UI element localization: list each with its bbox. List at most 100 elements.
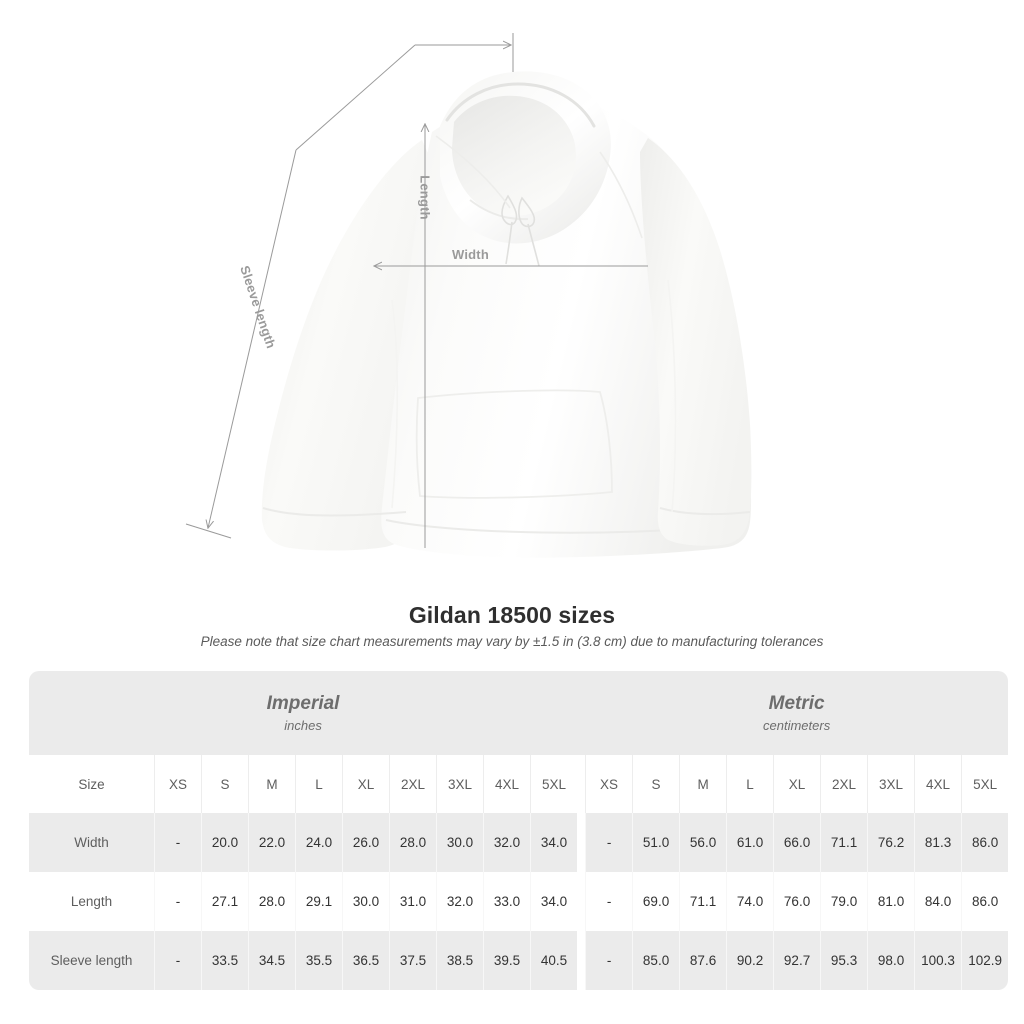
cell-imperial-m: 22.0	[248, 813, 295, 872]
table-row: Width -20.0 22.0 24.0 26.0 28.0 30.0 32.0 34.0-5…	[29, 813, 1009, 872]
cell-metric-s: 51.0	[632, 813, 680, 872]
cell-imperial-4xl: 33.0	[483, 872, 530, 931]
size-header-imperial-m: M	[248, 755, 295, 813]
size-header-metric-xl: XL	[773, 755, 821, 813]
unit-banner-gap	[577, 671, 586, 755]
cell-imperial-l: 29.1	[295, 872, 342, 931]
column-gap	[577, 755, 586, 813]
size-header-metric-xs: XS	[585, 755, 633, 813]
cell-imperial-3xl: 30.0	[436, 813, 483, 872]
cell-metric-l: 74.0	[726, 872, 774, 931]
cell-metric-l: 61.0	[726, 813, 774, 872]
cell-metric-m: 71.1	[679, 872, 727, 931]
sleeve-bottom-tick	[185, 523, 232, 539]
size-header-metric-l: L	[726, 755, 774, 813]
cell-metric-xl: 92.7	[773, 931, 821, 990]
unit-banner-row: Imperial inches Metric centimeters	[29, 671, 1009, 755]
hoodie-drawing	[185, 33, 752, 558]
tolerance-note: Please note that size chart measurements…	[200, 634, 824, 649]
column-gap	[577, 931, 586, 990]
size-header-metric-4xl: 4XL	[914, 755, 962, 813]
cell-imperial-l: 35.5	[295, 931, 342, 990]
cell-imperial-l: 24.0	[295, 813, 342, 872]
unit-group-metric: Metric centimeters	[585, 671, 1009, 755]
cell-metric-xs: -	[585, 931, 633, 990]
table-row: Sleeve length -33.5 34.5 35.5 36.5 37.5 38.5 39…	[29, 931, 1009, 990]
size-header-cell: Size	[29, 755, 154, 813]
cell-imperial-5xl: 40.5	[530, 931, 578, 990]
dimension-lines	[185, 33, 648, 548]
unit-sub-metric: centimeters	[763, 717, 831, 733]
page-title: Gildan 18500 sizes	[408, 602, 616, 628]
garment-illustration: Width Length Sleeve length	[185, 33, 752, 558]
cell-metric-m: 56.0	[679, 813, 727, 872]
cell-imperial-m: 34.5	[248, 931, 295, 990]
cell-imperial-4xl: 32.0	[483, 813, 530, 872]
column-gap	[577, 813, 586, 872]
cell-metric-5xl: 86.0	[961, 813, 1009, 872]
cell-imperial-s: 27.1	[201, 872, 248, 931]
size-header-metric-m: M	[679, 755, 727, 813]
cell-imperial-xs: -	[154, 813, 201, 872]
cell-metric-xl: 76.0	[773, 872, 821, 931]
row-label-length: Length	[29, 872, 154, 931]
size-header-metric-s: S	[632, 755, 680, 813]
cell-metric-5xl: 102.9	[961, 931, 1009, 990]
size-header-row: Size XS S M L XL 2XL 3XL 4XL 5XL XS S M L XL 2XL 3XL 4XL 5…	[29, 755, 1009, 813]
size-header-imperial-xl: XL	[342, 755, 389, 813]
cell-imperial-5xl: 34.0	[530, 872, 578, 931]
size-header-imperial-s: S	[201, 755, 248, 813]
cell-imperial-3xl: 32.0	[436, 872, 483, 931]
unit-name-metric: Metric	[768, 693, 825, 714]
size-chart-table: Imperial inches Metric centimeters Size XS S M L…	[29, 671, 1009, 990]
row-label-sleeve-length: Sleeve length	[29, 931, 154, 990]
cell-imperial-m: 28.0	[248, 872, 295, 931]
cell-imperial-s: 20.0	[201, 813, 248, 872]
unit-sub-imperial: inches	[284, 717, 322, 733]
cell-imperial-3xl: 38.5	[436, 931, 483, 990]
cell-metric-4xl: 84.0	[914, 872, 962, 931]
cell-metric-xl: 66.0	[773, 813, 821, 872]
cell-metric-4xl: 100.3	[914, 931, 962, 990]
size-header-imperial-2xl: 2XL	[389, 755, 436, 813]
cell-imperial-2xl: 31.0	[389, 872, 436, 931]
cell-imperial-xl: 30.0	[342, 872, 389, 931]
cell-imperial-s: 33.5	[201, 931, 248, 990]
cell-metric-2xl: 95.3	[820, 931, 868, 990]
size-header-imperial-5xl: 5XL	[530, 755, 578, 813]
cell-metric-5xl: 86.0	[961, 872, 1009, 931]
cell-imperial-xl: 36.5	[342, 931, 389, 990]
cell-metric-l: 90.2	[726, 931, 774, 990]
cell-metric-3xl: 98.0	[867, 931, 915, 990]
cell-metric-s: 69.0	[632, 872, 680, 931]
unit-group-imperial: Imperial inches	[29, 671, 578, 755]
size-header-metric-2xl: 2XL	[820, 755, 868, 813]
table-row: Length -27.1 28.0 29.1 30.0 31.0 32.0 33.0 34.0-…	[29, 872, 1009, 931]
cell-imperial-2xl: 37.5	[389, 931, 436, 990]
cell-metric-m: 87.6	[679, 931, 727, 990]
column-gap	[577, 872, 586, 931]
cell-metric-4xl: 81.3	[914, 813, 962, 872]
size-header-imperial-3xl: 3XL	[436, 755, 483, 813]
sleeve-diagonal-upper	[295, 44, 416, 151]
cell-imperial-4xl: 39.5	[483, 931, 530, 990]
size-header-imperial-l: L	[295, 755, 342, 813]
sleeve-measure-arrow	[208, 149, 297, 528]
cell-metric-2xl: 71.1	[820, 813, 868, 872]
cell-metric-xs: -	[585, 872, 633, 931]
cell-imperial-xl: 26.0	[342, 813, 389, 872]
cell-imperial-5xl: 34.0	[530, 813, 578, 872]
cell-metric-s: 85.0	[632, 931, 680, 990]
cell-metric-3xl: 81.0	[867, 872, 915, 931]
row-label-width: Width	[29, 813, 154, 872]
unit-name-imperial: Imperial	[266, 693, 340, 714]
cell-metric-xs: -	[585, 813, 633, 872]
length-dimension-label: Length	[417, 175, 433, 220]
cell-imperial-xs: -	[154, 872, 201, 931]
size-header-imperial-xs: XS	[154, 755, 201, 813]
hoodie-shape	[261, 71, 752, 558]
cell-imperial-xs: -	[154, 931, 201, 990]
cell-metric-3xl: 76.2	[867, 813, 915, 872]
size-header-metric-5xl: 5XL	[961, 755, 1009, 813]
size-header-imperial-4xl: 4XL	[483, 755, 530, 813]
